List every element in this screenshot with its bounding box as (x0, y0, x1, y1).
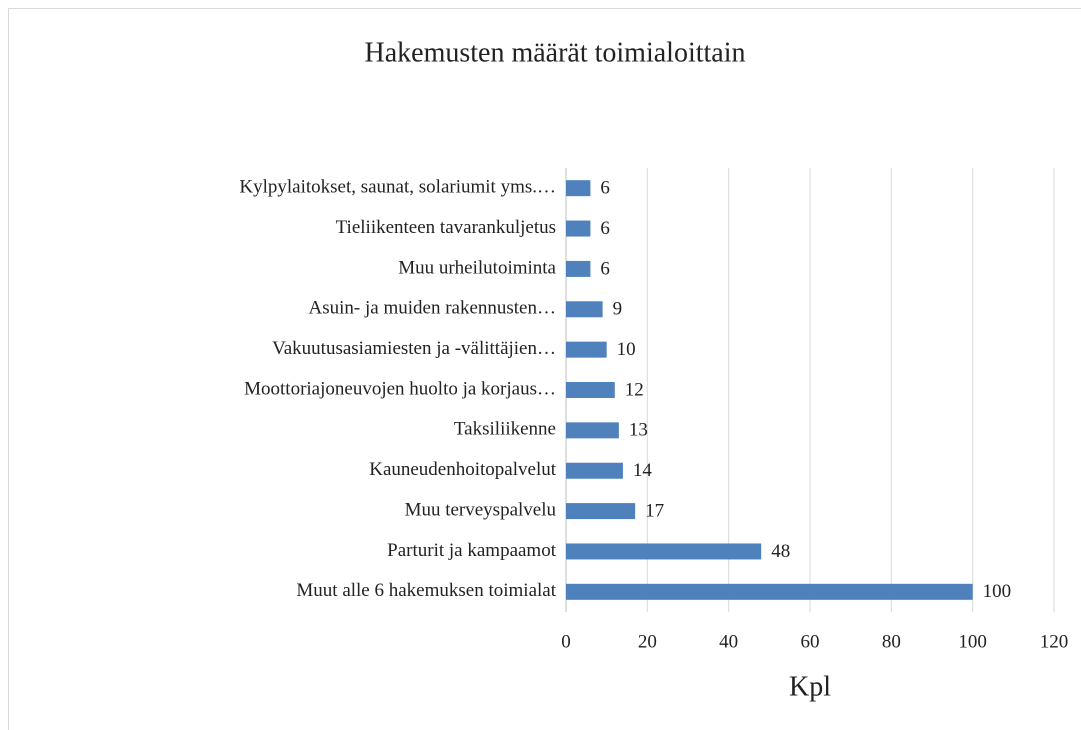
y-tick-label: Muut alle 6 hakemuksen toimialat (296, 580, 556, 601)
y-tick-label: Parturit ja kampaamot (387, 540, 557, 561)
chart-border (8, 8, 1081, 730)
bar (566, 220, 591, 237)
bar (566, 382, 615, 398)
y-tick-label: Asuin- ja muiden rakennusten… (309, 298, 556, 319)
y-tick-label: Muu terveyspalvelu (405, 499, 557, 520)
y-tick-label: Tieliikenteen tavarankuljetus (336, 217, 556, 238)
bar (566, 462, 623, 479)
data-label: 10 (617, 339, 636, 360)
y-tick-label: Moottoriajoneuvojen huolto ja korjaus… (244, 378, 556, 399)
data-label: 9 (613, 299, 623, 320)
x-axis-label: Kpl (789, 671, 831, 702)
y-tick-label: Vakuutusasiamiesten ja -välittäjien… (272, 338, 556, 359)
bar (566, 260, 591, 277)
data-label: 13 (629, 420, 648, 441)
y-tick-label: Taksiliikenne (454, 419, 556, 440)
x-tick-label: 60 (801, 631, 820, 652)
bar (566, 341, 607, 358)
data-label: 17 (645, 500, 664, 521)
bar (566, 543, 762, 560)
bar (566, 422, 619, 439)
y-tick-label: Muu urheilutoiminta (398, 257, 556, 278)
x-tick-label: 40 (719, 631, 738, 652)
y-tick-label: Kylpylaitokset, saunat, solariumit yms.… (239, 177, 556, 198)
data-label: 14 (633, 460, 653, 481)
y-tick-label: Kauneudenhoitopalvelut (369, 459, 557, 480)
bar (566, 503, 636, 520)
data-label: 6 (600, 258, 610, 279)
x-tick-label: 120 (1040, 631, 1069, 652)
x-tick-label: 0 (561, 631, 571, 652)
chart-title: Hakemusten määrät toimialoittain (365, 37, 746, 68)
x-tick-label: 80 (882, 631, 901, 652)
data-label: 6 (600, 178, 610, 199)
data-label: 48 (771, 541, 790, 562)
x-tick-label: 20 (638, 631, 657, 652)
bar (566, 180, 591, 197)
data-label: 12 (625, 379, 644, 400)
bar (566, 301, 603, 318)
x-tick-label: 100 (958, 631, 987, 652)
data-label: 100 (983, 581, 1012, 602)
data-label: 6 (600, 218, 610, 239)
bar (566, 583, 973, 600)
